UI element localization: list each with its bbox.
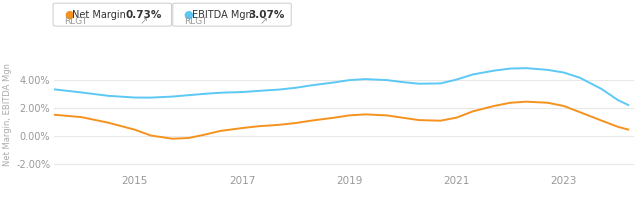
Text: ↗: ↗ bbox=[140, 17, 148, 27]
Text: 0.73%: 0.73% bbox=[125, 10, 162, 20]
Text: ●: ● bbox=[184, 10, 193, 20]
Text: RLGT: RLGT bbox=[184, 17, 207, 26]
Text: EBITDA Mgn: EBITDA Mgn bbox=[192, 10, 252, 20]
Text: 3.07%: 3.07% bbox=[248, 10, 285, 20]
Text: RLGT: RLGT bbox=[64, 17, 87, 26]
Text: ●: ● bbox=[64, 10, 74, 20]
Y-axis label: Net Margin, EBITDA Mgn: Net Margin, EBITDA Mgn bbox=[3, 64, 12, 166]
Text: Net Margin: Net Margin bbox=[72, 10, 126, 20]
Text: ↗: ↗ bbox=[259, 17, 268, 27]
